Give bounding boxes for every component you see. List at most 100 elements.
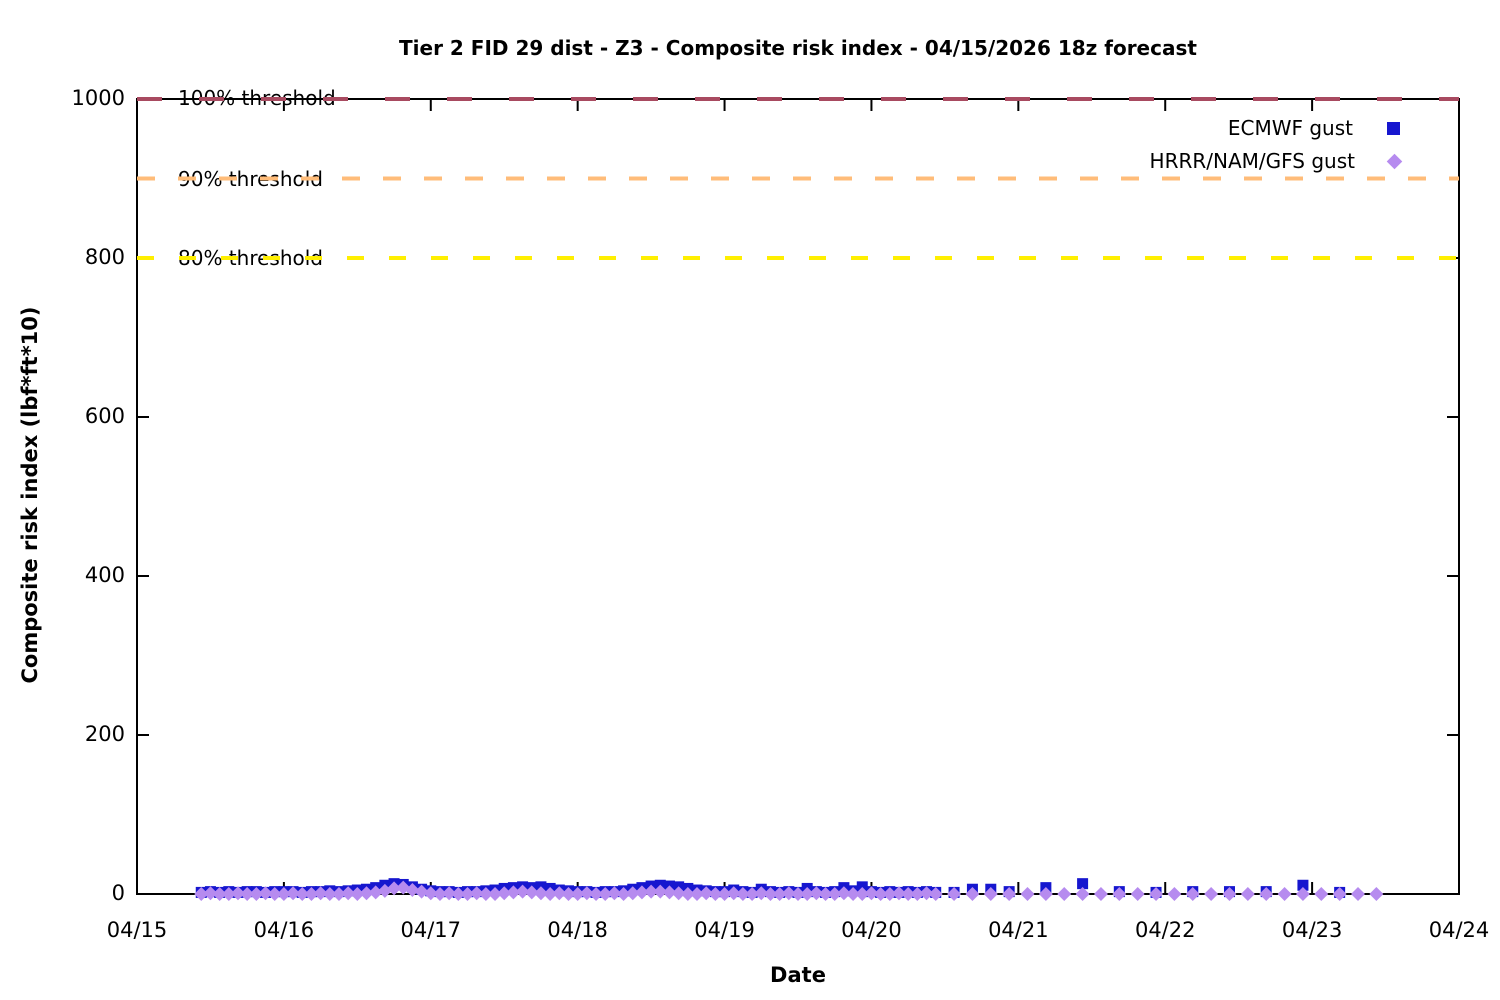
data-point-hrrr bbox=[533, 886, 548, 901]
data-point-hrrr bbox=[579, 886, 594, 901]
data-point-hrrr bbox=[1204, 887, 1219, 901]
data-point-hrrr bbox=[543, 887, 558, 901]
data-point-hrrr bbox=[864, 886, 879, 901]
data-point-hrrr bbox=[230, 886, 245, 901]
legend: ECMWF gust HRRR/NAM/GFS gust bbox=[1150, 113, 1403, 176]
data-point-hrrr bbox=[497, 886, 512, 901]
data-point-hrrr bbox=[561, 887, 576, 901]
data-point-hrrr bbox=[1038, 887, 1053, 901]
data-point-hrrr bbox=[1112, 887, 1127, 901]
data-point-hrrr bbox=[882, 887, 897, 901]
data-point-hrrr bbox=[331, 887, 346, 901]
data-point-hrrr bbox=[1314, 887, 1329, 901]
data-point-hrrr bbox=[460, 887, 475, 901]
data-point-hrrr bbox=[488, 887, 503, 901]
data-point-hrrr bbox=[928, 887, 943, 901]
data-point-hrrr bbox=[286, 886, 301, 901]
data-point-hrrr bbox=[432, 887, 447, 901]
data-point-hrrr bbox=[891, 886, 906, 901]
data-point-hrrr bbox=[1295, 887, 1310, 901]
data-point-hrrr bbox=[322, 887, 337, 901]
data-point-hrrr bbox=[947, 887, 962, 901]
hrrr-diamond-marker-icon bbox=[1386, 153, 1403, 169]
data-point-hrrr bbox=[240, 887, 255, 901]
x-tick-label: 04/19 bbox=[694, 918, 755, 942]
data-point-hrrr bbox=[405, 883, 420, 898]
x-tick-label: 04/17 bbox=[400, 918, 462, 942]
data-point-hrrr bbox=[717, 887, 732, 901]
data-point-hrrr bbox=[295, 887, 310, 901]
data-point-hrrr bbox=[625, 886, 640, 901]
data-point-hrrr bbox=[818, 887, 833, 901]
data-point-hrrr bbox=[423, 886, 438, 901]
data-point-hrrr bbox=[1020, 887, 1035, 901]
data-point-hrrr bbox=[800, 887, 815, 901]
data-point-hrrr bbox=[1277, 887, 1292, 901]
y-tick-label: 400 bbox=[84, 563, 125, 587]
x-tick-label: 04/16 bbox=[253, 918, 315, 942]
data-point-hrrr bbox=[1002, 887, 1017, 901]
data-point-hrrr bbox=[836, 886, 851, 901]
data-point-hrrr bbox=[1240, 887, 1255, 901]
data-point-hrrr bbox=[1057, 887, 1072, 901]
x-tick-label: 04/21 bbox=[988, 918, 1049, 942]
data-point-hrrr bbox=[745, 887, 760, 901]
data-point-ecmwf bbox=[1077, 878, 1089, 890]
data-point-hrrr bbox=[855, 887, 870, 901]
data-point-hrrr bbox=[644, 884, 659, 899]
x-tick-label: 04/20 bbox=[841, 918, 902, 942]
data-point-hrrr bbox=[1259, 887, 1274, 901]
data-point-hrrr bbox=[1130, 887, 1145, 901]
data-point-hrrr bbox=[699, 886, 714, 901]
data-point-hrrr bbox=[258, 886, 273, 901]
data-point-hrrr bbox=[506, 885, 521, 900]
data-point-hrrr bbox=[304, 887, 319, 901]
data-point-hrrr bbox=[469, 886, 484, 901]
legend-row-ecmwf: ECMWF gust bbox=[1228, 113, 1400, 143]
data-point-hrrr bbox=[1332, 887, 1347, 901]
data-point-ecmwf bbox=[1297, 879, 1309, 891]
data-point-hrrr bbox=[634, 885, 649, 900]
data-point-hrrr bbox=[1167, 887, 1182, 901]
x-tick-label: 04/24 bbox=[1428, 918, 1490, 942]
y-tick-label: 800 bbox=[84, 245, 125, 269]
data-point-hrrr bbox=[1185, 887, 1200, 901]
data-point-hrrr bbox=[901, 887, 916, 901]
data-point-hrrr bbox=[524, 885, 539, 900]
data-point-hrrr bbox=[350, 887, 365, 901]
page-title: Tier 2 FID 29 dist - Z3 - Composite risk… bbox=[399, 36, 1197, 60]
data-point-hrrr bbox=[735, 887, 750, 901]
data-point-hrrr bbox=[680, 887, 695, 901]
data-point-hrrr bbox=[726, 886, 741, 901]
data-point-hrrr bbox=[589, 887, 604, 901]
data-point-hrrr bbox=[919, 886, 934, 901]
data-point-hrrr bbox=[983, 887, 998, 901]
plot-border bbox=[136, 98, 1460, 895]
data-point-hrrr bbox=[671, 886, 686, 901]
data-point-hrrr bbox=[607, 886, 622, 901]
data-point-hrrr bbox=[1351, 887, 1366, 901]
data-point-hrrr bbox=[910, 887, 925, 901]
data-point-hrrr bbox=[965, 887, 980, 901]
data-point-hrrr bbox=[570, 887, 585, 901]
data-point-hrrr bbox=[616, 887, 631, 901]
data-point-hrrr bbox=[212, 887, 227, 901]
data-point-hrrr bbox=[791, 887, 805, 901]
y-tick-label: 0 bbox=[111, 881, 125, 905]
ecmwf-square-marker-icon bbox=[1387, 121, 1400, 135]
x-tick-label: 04/23 bbox=[1281, 918, 1343, 942]
data-point-hrrr bbox=[690, 887, 705, 901]
data-point-hrrr bbox=[1093, 887, 1108, 901]
data-point-hrrr bbox=[276, 887, 291, 901]
data-point-hrrr bbox=[387, 881, 402, 896]
data-point-hrrr bbox=[662, 885, 677, 900]
y-tick-label: 200 bbox=[84, 722, 125, 746]
data-point-hrrr bbox=[515, 884, 530, 899]
data-point-hrrr bbox=[708, 887, 723, 901]
data-point-hrrr bbox=[341, 886, 356, 901]
x-tick-label: 04/22 bbox=[1134, 918, 1196, 942]
x-axis-label: Date bbox=[770, 963, 826, 987]
threshold-label-90: 90% threshold bbox=[178, 167, 323, 191]
data-point-hrrr bbox=[194, 887, 209, 901]
